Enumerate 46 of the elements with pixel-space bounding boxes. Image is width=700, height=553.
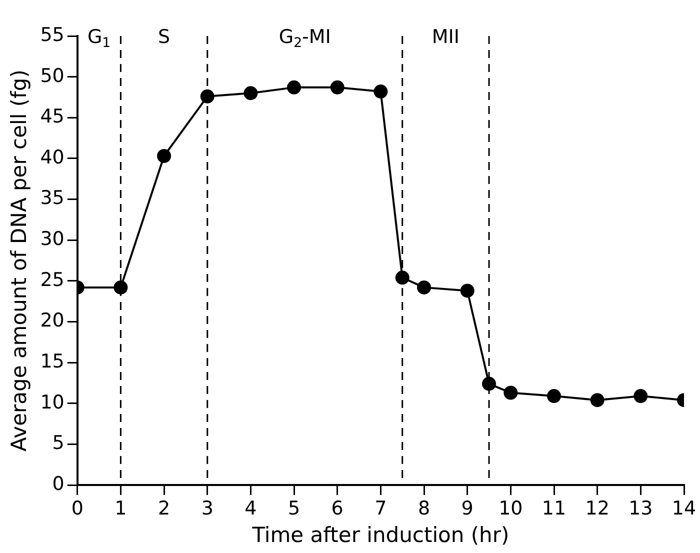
y-tick-label: 55 [40,24,64,46]
point [504,386,518,400]
x-tick-label: 7 [374,497,387,520]
x-tick-label: 10 [498,497,523,520]
x-tick-label: 11 [542,497,566,520]
point [395,270,410,285]
x-tick-label: 5 [288,497,300,520]
annotation: MII [432,26,460,48]
x-axis-title: Time after induction (hr) [251,522,510,547]
x-tick-label: 2 [158,497,170,520]
annotation: S [158,26,170,48]
point [330,80,344,94]
y-tick-label: 40 [40,146,64,168]
point [590,393,604,408]
point [460,284,474,298]
y-tick-label: 10 [40,391,64,414]
x-tick-label: 12 [585,497,610,520]
x-tick-label: 13 [628,497,653,520]
point [634,389,648,404]
point [417,280,432,294]
point [547,389,562,404]
y-tick-label: 35 [40,187,64,210]
point [374,84,388,99]
y-tick-label: 20 [40,310,64,332]
point [287,80,302,94]
y-axis-title: Average amount of DNA per cell (fg) [7,70,32,452]
y-tick-label: 50 [40,64,64,87]
x-tick-label: 9 [461,497,474,520]
y-tick-label: 15 [40,350,64,372]
point [114,280,128,294]
y-tick-label: 5 [52,432,64,454]
x-tick-label: 3 [201,497,214,520]
point [482,376,496,391]
x-tick-label: 4 [244,497,257,520]
y-tick-label: 0 [52,472,64,495]
y-tick-label: 25 [40,268,64,291]
x-tick-label: 1 [114,497,127,520]
point [157,149,172,164]
x-tick-label: 8 [418,497,430,520]
x-tick-label: 14 [672,497,696,520]
point [244,86,258,100]
point [200,89,214,104]
y-tick-label: 30 [40,228,64,250]
x-tick-label: 0 [71,497,84,520]
x-tick-label: 6 [331,497,344,520]
y-tick-label: 45 [40,106,64,128]
